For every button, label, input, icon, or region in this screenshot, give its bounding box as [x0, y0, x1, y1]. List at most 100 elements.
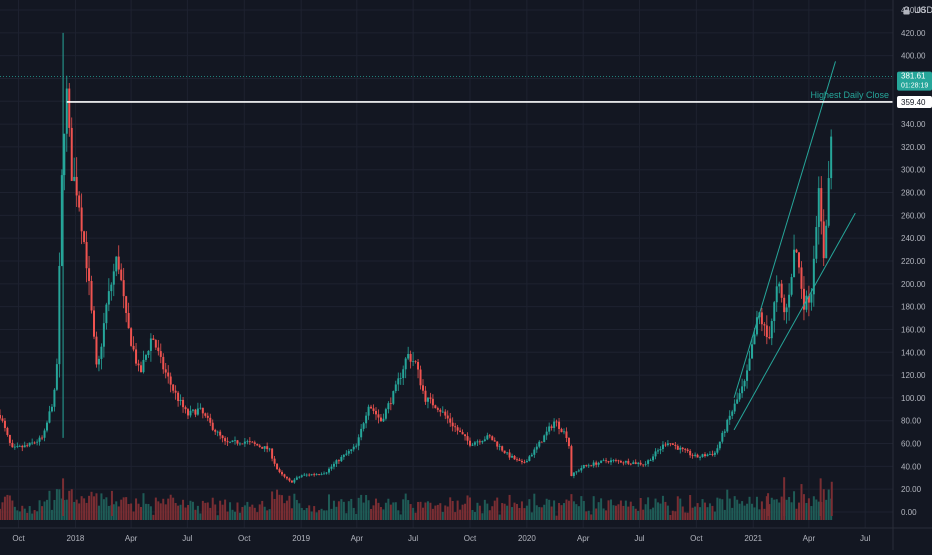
candle-body[interactable]: [135, 349, 138, 364]
candle-body[interactable]: [540, 441, 543, 443]
candle-body[interactable]: [718, 441, 721, 449]
candle-body[interactable]: [107, 291, 110, 305]
candle-body[interactable]: [8, 434, 11, 443]
candle-body[interactable]: [392, 391, 395, 404]
current-price-tag[interactable]: [897, 71, 932, 91]
candle-body[interactable]: [785, 307, 788, 313]
candle-body[interactable]: [110, 284, 113, 292]
candle-body[interactable]: [38, 437, 41, 442]
candle-body[interactable]: [246, 441, 249, 443]
candle-body[interactable]: [738, 393, 741, 400]
candle-body[interactable]: [441, 411, 444, 413]
candle-body[interactable]: [647, 460, 650, 464]
candle-body[interactable]: [639, 462, 642, 465]
candle-body[interactable]: [285, 476, 288, 479]
candle-body[interactable]: [174, 390, 177, 393]
candle-body[interactable]: [412, 361, 415, 363]
candle-body[interactable]: [147, 350, 150, 356]
candle-body[interactable]: [605, 460, 608, 462]
candle-body[interactable]: [394, 384, 397, 392]
candle-body[interactable]: [283, 474, 286, 477]
candle-body[interactable]: [778, 283, 781, 287]
candle-body[interactable]: [350, 449, 353, 452]
candle-body[interactable]: [58, 265, 61, 365]
candle-body[interactable]: [689, 450, 692, 456]
candle-body[interactable]: [812, 258, 815, 295]
candle-body[interactable]: [221, 435, 224, 439]
candle-body[interactable]: [268, 448, 271, 450]
candle-body[interactable]: [157, 347, 160, 352]
candle-body[interactable]: [258, 445, 261, 447]
candle-body[interactable]: [216, 431, 219, 433]
candle-body[interactable]: [414, 361, 417, 363]
candle-body[interactable]: [733, 403, 736, 412]
candle-body[interactable]: [585, 465, 588, 466]
candle-body[interactable]: [595, 462, 598, 465]
candle-body[interactable]: [644, 463, 647, 465]
candle-body[interactable]: [597, 462, 600, 465]
candle-body[interactable]: [820, 188, 823, 222]
candle-body[interactable]: [659, 449, 662, 451]
candle-body[interactable]: [6, 427, 9, 435]
candle-body[interactable]: [788, 294, 791, 308]
candle-body[interactable]: [23, 445, 26, 448]
candle-body[interactable]: [704, 454, 706, 457]
candle-body[interactable]: [822, 221, 825, 259]
candle-body[interactable]: [600, 460, 603, 463]
candle-body[interactable]: [305, 474, 308, 476]
currency-selector[interactable]: USD: [902, 3, 932, 17]
candle-body[interactable]: [214, 429, 217, 432]
candle-body[interactable]: [271, 448, 274, 459]
candle-body[interactable]: [545, 431, 548, 436]
candle-body[interactable]: [43, 430, 46, 438]
candle-body[interactable]: [199, 407, 202, 409]
candle-body[interactable]: [422, 385, 424, 391]
candle-body[interactable]: [88, 268, 91, 281]
candle-body[interactable]: [582, 465, 585, 469]
candle-body[interactable]: [201, 407, 204, 414]
candle-body[interactable]: [115, 256, 118, 272]
candle-body[interactable]: [716, 448, 719, 453]
candle-body[interactable]: [530, 454, 533, 457]
candle-body[interactable]: [164, 369, 167, 373]
candle-body[interactable]: [337, 460, 340, 462]
candle-body[interactable]: [652, 456, 655, 461]
candle-body[interactable]: [263, 446, 266, 449]
candle-body[interactable]: [308, 474, 311, 476]
candle-body[interactable]: [26, 445, 29, 447]
candle-body[interactable]: [323, 473, 326, 475]
candle-body[interactable]: [409, 353, 412, 362]
candle-body[interactable]: [476, 441, 479, 443]
candle-body[interactable]: [389, 403, 392, 405]
candle-body[interactable]: [567, 437, 570, 447]
candle-body[interactable]: [746, 370, 749, 381]
candle-body[interactable]: [775, 286, 778, 303]
candle-body[interactable]: [671, 443, 674, 445]
candle-body[interactable]: [251, 441, 254, 443]
candle-body[interactable]: [723, 431, 726, 433]
candle-body[interactable]: [85, 242, 88, 269]
candle-body[interactable]: [112, 271, 115, 285]
candle-body[interactable]: [795, 249, 798, 253]
candle-body[interactable]: [204, 413, 207, 416]
candle-body[interactable]: [16, 446, 19, 447]
candle-body[interactable]: [770, 321, 773, 339]
candle-body[interactable]: [513, 455, 516, 460]
candle-body[interactable]: [21, 445, 24, 448]
candle-body[interactable]: [149, 338, 152, 351]
candle-body[interactable]: [424, 390, 427, 402]
candle-body[interactable]: [13, 446, 16, 448]
candle-body[interactable]: [169, 376, 172, 385]
candle-body[interactable]: [224, 438, 227, 442]
candle-body[interactable]: [367, 406, 370, 416]
trend-channel-lower[interactable]: [733, 212, 856, 431]
candle-body[interactable]: [506, 452, 509, 454]
candle-body[interactable]: [637, 462, 640, 464]
candle-body[interactable]: [629, 463, 632, 465]
candle-body[interactable]: [206, 415, 209, 418]
candle-body[interactable]: [290, 480, 293, 483]
candle-body[interactable]: [780, 283, 783, 298]
candle-body[interactable]: [31, 442, 34, 444]
candle-body[interactable]: [63, 133, 66, 176]
candle-body[interactable]: [229, 441, 232, 443]
